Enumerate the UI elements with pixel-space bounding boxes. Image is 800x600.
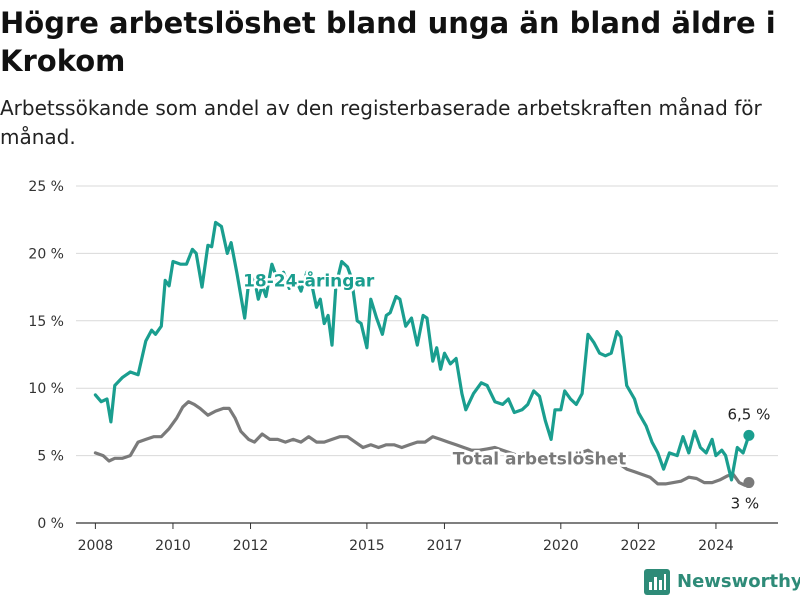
y-tick-label: 25 %	[28, 179, 64, 195]
end-point-total	[743, 477, 755, 489]
gridlines	[76, 185, 778, 524]
end-value-label-total: 3 %	[731, 495, 760, 513]
y-tick-label: 20 %	[28, 246, 64, 262]
end-point-youth	[743, 429, 755, 441]
x-tick-label: 2012	[233, 538, 269, 554]
series-line-total	[93, 400, 751, 487]
line-chart: 0 %5 %10 %15 %20 %25 % 2008 2010 2012 2015 2…	[28, 179, 778, 554]
x-tick-label: 2020	[543, 538, 579, 554]
x-tick-label: 2008	[78, 538, 114, 554]
y-axis: 0 % 5 % 10 % 15 % 20 % 25 %	[28, 179, 64, 532]
series-lines	[93, 220, 755, 489]
chart-subtitle: Arbetssökande som andel av den registerb…	[0, 96, 762, 149]
x-tick-label: 2010	[155, 538, 191, 554]
brand-name: Newsworthy	[677, 571, 800, 592]
series-labels: 18-24-åringar Total arbetslöshet 6,5 % 3 %	[241, 267, 771, 513]
y-tick-label: 15 %	[28, 314, 64, 330]
y-tick-label: 10 %	[28, 381, 64, 397]
newsworthy-logo[interactable]: Newsworthy	[644, 569, 800, 595]
y-tick-label: 0 %	[37, 516, 64, 532]
end-value-label-youth: 6,5 %	[727, 405, 770, 423]
x-tick-label: 2024	[698, 538, 734, 554]
chart-title: Högre arbetslöshet bland unga än bland ä…	[0, 6, 776, 78]
series-label-youth: 18-24-åringar	[243, 269, 375, 291]
x-tick-label: 2015	[349, 538, 385, 554]
series-line-youth	[93, 220, 751, 482]
bar-chart-logo-icon	[644, 569, 670, 595]
x-tick-label: 2022	[621, 538, 657, 554]
y-tick-label: 5 %	[37, 449, 64, 465]
series-label-total: Total arbetslöshet	[453, 449, 627, 469]
x-axis: 2008 2010 2012 2015 2017 2020 2022 2024	[78, 523, 734, 554]
x-tick-label: 2017	[427, 538, 463, 554]
